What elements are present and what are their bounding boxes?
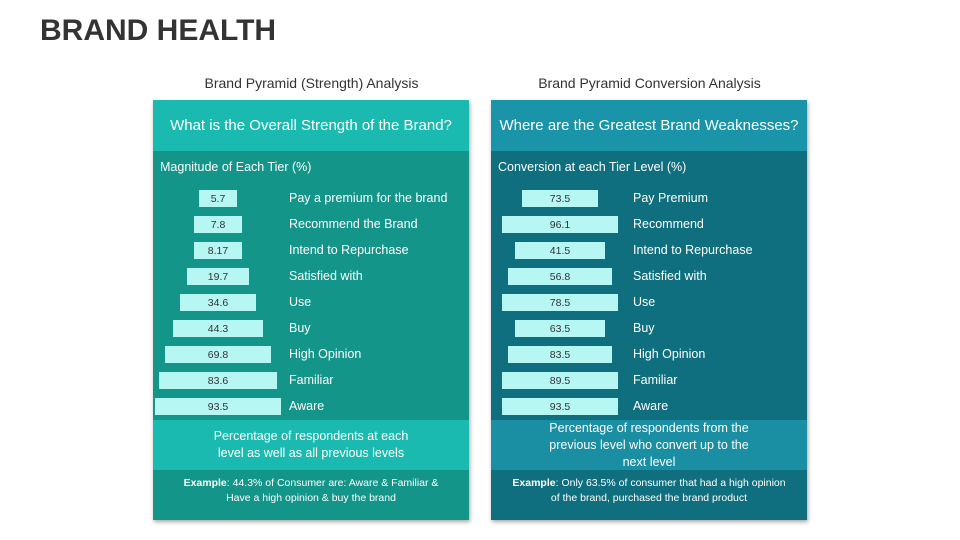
tier-value: 96.1 — [502, 216, 618, 233]
panel-caption: Brand Pyramid Conversion Analysis — [538, 75, 761, 91]
tier-value: 89.5 — [502, 372, 618, 389]
tier-label: Intend to Repurchase — [289, 243, 409, 257]
tier-label: Pay Premium — [633, 191, 709, 205]
tier-value: 19.7 — [187, 268, 249, 285]
tier-value: 73.5 — [522, 190, 598, 207]
tier-value: 5.7 — [199, 190, 237, 207]
example-label: Example — [512, 477, 556, 489]
example-label: Example — [183, 477, 227, 489]
tier-label: Use — [633, 295, 656, 309]
tier-label: Familiar — [633, 373, 678, 387]
tier-label: Aware — [633, 399, 669, 413]
tier-label: Use — [289, 295, 312, 309]
example: Example: Only 63.5% of consumer that had… — [491, 476, 807, 506]
panel-footer: Percentage of respondents at each level … — [153, 420, 469, 470]
slide-title: BRAND HEALTH — [40, 14, 277, 47]
tier-value: 69.8 — [165, 346, 271, 363]
tier-label: Aware — [289, 399, 325, 413]
tier-value: 63.5 — [515, 320, 605, 337]
example-text: : 44.3% of Consumer are: Aware & Familia… — [226, 477, 439, 504]
panel-header: What is the Overall Strength of the Bran… — [153, 100, 469, 151]
tier-label: Satisfied with — [633, 269, 707, 283]
tier-value: 93.5 — [502, 398, 618, 415]
tier-value: 7.8 — [194, 216, 242, 233]
tier-label: Buy — [289, 321, 311, 335]
tier-label: Satisfied with — [289, 269, 363, 283]
tier-label: Recommend — [633, 217, 704, 231]
tier-value: 44.3 — [173, 320, 263, 337]
example-text: : Only 63.5% of consumer that had a high… — [550, 477, 786, 504]
panel: What is the Overall Strength of the Bran… — [153, 100, 469, 520]
tier-value: 34.6 — [180, 294, 256, 311]
tier-value: 8.17 — [194, 242, 242, 259]
tier-label: High Opinion — [633, 347, 706, 361]
panel-header: Where are the Greatest Brand Weaknesses? — [491, 100, 807, 151]
tier-label: Pay a premium for the brand — [289, 191, 448, 205]
tier-value: 78.5 — [502, 294, 618, 311]
tier-label: Recommend the Brand — [289, 217, 418, 231]
panel: Where are the Greatest Brand Weaknesses?… — [491, 100, 807, 520]
tier-label: Buy — [633, 321, 655, 335]
tier-value: 83.6 — [159, 372, 277, 389]
panel-footer: Percentage of respondents from the previ… — [491, 420, 807, 470]
tier-label: Intend to Repurchase — [633, 243, 753, 257]
tier-value: 93.5 — [155, 398, 281, 415]
panel-subheader: Magnitude of Each Tier (%) — [160, 160, 312, 174]
tier-label: Familiar — [289, 373, 334, 387]
panel-subheader: Conversion at each Tier Level (%) — [498, 160, 687, 174]
tier-label: High Opinion — [289, 347, 362, 361]
tier-value: 56.8 — [508, 268, 612, 285]
tier-value: 41.5 — [515, 242, 605, 259]
example: Example: 44.3% of Consumer are: Aware & … — [153, 476, 469, 506]
tier-value: 83.5 — [508, 346, 612, 363]
panel-caption: Brand Pyramid (Strength) Analysis — [204, 75, 419, 91]
